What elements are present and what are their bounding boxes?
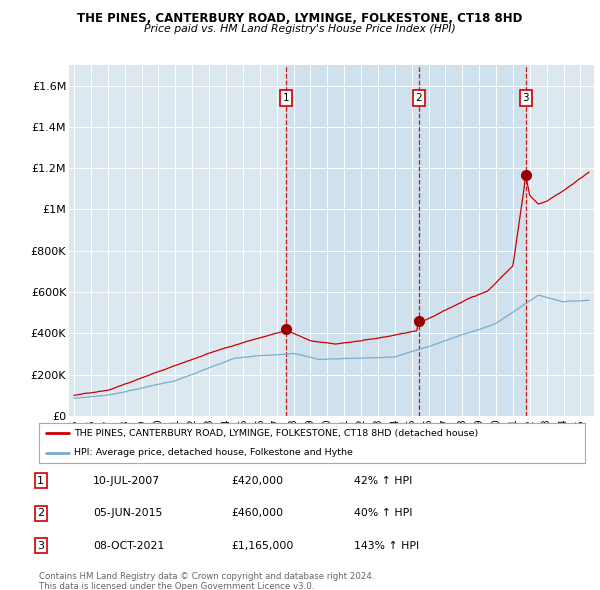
Text: Price paid vs. HM Land Registry's House Price Index (HPI): Price paid vs. HM Land Registry's House … [144, 24, 456, 34]
Text: This data is licensed under the Open Government Licence v3.0.: This data is licensed under the Open Gov… [39, 582, 314, 590]
Bar [286, 65, 526, 416]
Text: £460,000: £460,000 [231, 509, 283, 518]
Text: 1: 1 [283, 93, 289, 103]
Text: 2: 2 [415, 93, 422, 103]
Text: £1,165,000: £1,165,000 [231, 541, 293, 550]
Text: 05-JUN-2015: 05-JUN-2015 [93, 509, 163, 518]
Text: 3: 3 [523, 93, 529, 103]
Text: 3: 3 [37, 541, 44, 550]
Text: £420,000: £420,000 [231, 476, 283, 486]
Text: 2: 2 [37, 509, 44, 518]
Text: HPI: Average price, detached house, Folkestone and Hythe: HPI: Average price, detached house, Folk… [74, 448, 353, 457]
Text: 42% ↑ HPI: 42% ↑ HPI [354, 476, 412, 486]
Text: THE PINES, CANTERBURY ROAD, LYMINGE, FOLKESTONE, CT18 8HD: THE PINES, CANTERBURY ROAD, LYMINGE, FOL… [77, 12, 523, 25]
Text: 10-JUL-2007: 10-JUL-2007 [93, 476, 160, 486]
Text: 1: 1 [37, 476, 44, 486]
Text: 40% ↑ HPI: 40% ↑ HPI [354, 509, 413, 518]
Text: THE PINES, CANTERBURY ROAD, LYMINGE, FOLKESTONE, CT18 8HD (detached house): THE PINES, CANTERBURY ROAD, LYMINGE, FOL… [74, 429, 479, 438]
Text: Contains HM Land Registry data © Crown copyright and database right 2024.: Contains HM Land Registry data © Crown c… [39, 572, 374, 581]
Text: 08-OCT-2021: 08-OCT-2021 [93, 541, 164, 550]
Text: 143% ↑ HPI: 143% ↑ HPI [354, 541, 419, 550]
